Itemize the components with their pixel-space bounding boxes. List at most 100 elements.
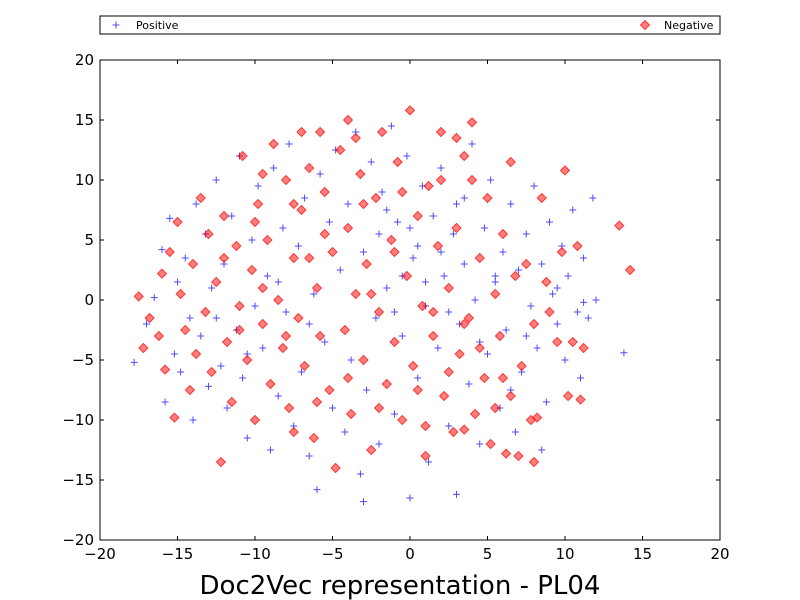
positive-point: [158, 246, 166, 254]
negative-point: [288, 252, 299, 264]
positive-point: [321, 338, 329, 346]
negative-point: [531, 412, 543, 423]
positive-point: [502, 326, 510, 334]
positive-point: [553, 320, 561, 328]
x-tick-label: 0: [405, 545, 415, 563]
negative-point: [226, 396, 237, 408]
negative-point: [296, 126, 307, 138]
negative-point: [184, 384, 196, 396]
negative-point: [516, 360, 527, 372]
negative-point: [490, 288, 501, 300]
positive-point: [356, 470, 364, 478]
positive-point: [344, 200, 352, 208]
negative-point: [443, 282, 454, 294]
negative-point: [435, 126, 447, 138]
negative-point: [257, 282, 268, 294]
negative-point: [389, 336, 400, 348]
positive-point: [440, 272, 448, 280]
negative-point: [164, 246, 175, 258]
positive-point: [378, 188, 386, 196]
negative-point: [448, 426, 459, 438]
negative-point: [246, 264, 258, 276]
positive-point: [360, 248, 367, 256]
negative-point: [257, 168, 268, 180]
positive-point: [208, 284, 216, 292]
positive-point: [205, 382, 212, 390]
positive-point: [279, 224, 287, 232]
x-tick-label: −20: [84, 545, 116, 563]
positive-point: [561, 356, 569, 364]
positive-point: [564, 272, 572, 280]
positive-point: [538, 260, 546, 268]
negative-point: [428, 330, 439, 342]
data-points: [130, 105, 636, 506]
negative-point: [327, 246, 338, 258]
negative-point: [249, 414, 261, 426]
positive-point: [580, 254, 588, 262]
negative-point: [438, 390, 450, 402]
positive-point: [228, 212, 236, 220]
positive-point: [166, 214, 174, 222]
negative-point: [280, 330, 292, 342]
positive-point: [429, 212, 437, 220]
positive-point: [414, 242, 422, 250]
negative-point: [200, 306, 211, 318]
positive-point: [549, 290, 557, 298]
positive-point: [243, 434, 251, 442]
negative-point: [578, 342, 589, 354]
positive-point: [270, 164, 278, 172]
positive-point: [553, 284, 561, 292]
negative-point: [350, 132, 361, 144]
negative-point: [311, 282, 323, 294]
positive-point: [584, 314, 592, 322]
negative-point: [401, 270, 413, 282]
negative-point: [412, 384, 423, 396]
positive-point: [347, 356, 355, 364]
y-tick-label: −15: [62, 471, 94, 489]
negative-point: [443, 366, 454, 378]
y-tick-label: 0: [84, 291, 94, 309]
negative-point: [156, 268, 168, 279]
positive-point: [181, 254, 189, 262]
y-tick-label: −10: [62, 411, 94, 429]
negative-point: [423, 180, 434, 192]
y-tick-label: −5: [72, 351, 94, 369]
positive-point: [274, 392, 282, 400]
negative-point: [280, 174, 292, 186]
negative-point: [187, 258, 199, 270]
negative-point: [252, 198, 264, 210]
positive-point: [533, 344, 541, 352]
negative-point: [459, 150, 470, 162]
negative-point: [218, 210, 230, 222]
negative-point: [397, 414, 408, 426]
negative-point: [412, 210, 423, 222]
positive-point: [301, 194, 309, 202]
positive-point: [580, 298, 588, 306]
positive-point: [569, 206, 577, 214]
negative-point: [339, 324, 351, 336]
negative-point: [257, 318, 268, 330]
x-tick-label: 10: [555, 545, 574, 563]
positive-point: [375, 440, 383, 448]
negative-point: [451, 132, 462, 144]
negative-point: [304, 252, 315, 264]
positive-point: [530, 182, 538, 190]
negative-point: [541, 276, 552, 288]
negative-point: [304, 162, 315, 174]
negative-point: [428, 306, 439, 318]
negative-point: [314, 126, 326, 138]
negative-point: [319, 186, 330, 198]
y-tick-label: 20: [75, 51, 94, 69]
negative-point: [624, 264, 636, 276]
negative-point: [249, 216, 261, 228]
positive-point: [150, 294, 158, 302]
positive-point: [542, 398, 550, 406]
positive-point: [538, 446, 546, 454]
positive-point: [212, 314, 220, 322]
negative-point: [288, 426, 299, 438]
positive-point: [476, 440, 484, 448]
negative-point: [567, 336, 578, 348]
negative-point: [435, 174, 447, 186]
negative-point: [386, 234, 397, 246]
